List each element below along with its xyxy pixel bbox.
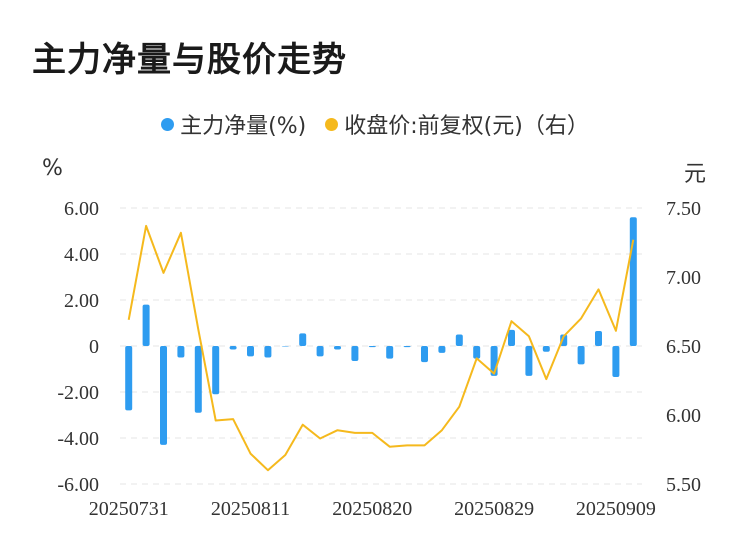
bar — [473, 346, 481, 359]
bar — [403, 346, 411, 348]
y-left-tick-label: -2.00 — [57, 382, 99, 404]
bar — [142, 304, 150, 346]
y-left-tick-label: 0 — [89, 336, 99, 358]
bar — [247, 346, 254, 357]
legend-item-price[interactable]: 收盘价:前复权(元)（右） — [325, 108, 589, 140]
bar — [299, 333, 307, 346]
y-right-tick-label: 6.50 — [666, 336, 701, 358]
bar — [177, 346, 185, 358]
bar — [229, 346, 237, 350]
bar — [386, 346, 394, 359]
legend-label-price: 收盘价:前复权(元)（右） — [344, 114, 589, 139]
bar — [438, 346, 446, 353]
bar — [455, 334, 463, 346]
y-left-tick-label: 4.00 — [64, 244, 99, 266]
bar — [264, 346, 272, 358]
legend-marker-price — [325, 117, 339, 131]
bar — [612, 346, 620, 378]
price-line — [127, 224, 635, 472]
bar — [368, 346, 376, 348]
x-tick-label: 20250811 — [211, 498, 290, 520]
y-left-tick-label: -4.00 — [57, 428, 99, 450]
bar — [334, 346, 341, 350]
y-right-tick-label: 7.00 — [666, 267, 701, 289]
bar — [212, 346, 220, 395]
bar — [160, 346, 167, 445]
y-left-tick-label: 6.00 — [64, 198, 99, 220]
legend-item-net[interactable]: 主力净量(%) — [161, 108, 306, 140]
legend-marker-net — [161, 117, 175, 131]
bar — [629, 217, 637, 346]
x-tick-label: 20250731 — [89, 498, 169, 520]
y-right-tick-label: 6.00 — [666, 405, 701, 427]
left-axis-unit: % — [42, 156, 63, 181]
bar — [316, 346, 324, 357]
chart-title: 主力净量与股价走势 — [32, 40, 347, 80]
bar — [194, 346, 202, 413]
bar — [595, 331, 602, 346]
y-left-tick-label: 2.00 — [64, 290, 99, 312]
legend: 主力净量(%) 收盘价:前复权(元)（右） — [0, 108, 750, 140]
legend-label-net: 主力净量(%) — [180, 114, 307, 139]
bar — [508, 329, 515, 346]
bar — [577, 346, 585, 365]
y-right-tick-label: 5.50 — [666, 474, 701, 496]
x-tick-label: 20250820 — [332, 498, 412, 520]
bar — [351, 346, 359, 361]
bar — [125, 346, 133, 411]
bar — [542, 346, 550, 352]
bar — [281, 346, 289, 347]
y-right-tick-label: 7.50 — [666, 198, 701, 220]
y-left-tick-label: -6.00 — [57, 474, 99, 496]
bar — [525, 346, 533, 376]
right-axis-unit: 元 — [684, 162, 707, 187]
x-tick-label: 20250909 — [576, 498, 656, 520]
bar — [421, 346, 428, 363]
x-tick-label: 20250829 — [454, 498, 534, 520]
